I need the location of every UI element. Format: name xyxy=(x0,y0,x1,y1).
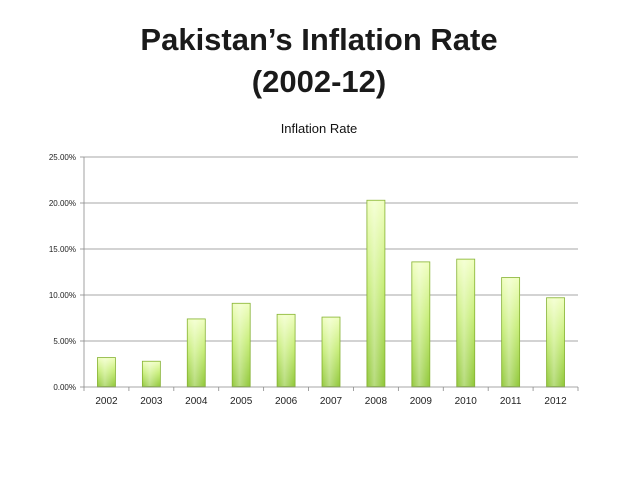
bar-highlight xyxy=(188,319,205,386)
bar-highlight xyxy=(98,358,115,386)
x-tick-label: 2008 xyxy=(365,396,388,407)
y-tick-label: 0.00% xyxy=(53,383,76,392)
bar-highlight xyxy=(367,201,384,386)
x-tick-label: 2010 xyxy=(455,396,478,407)
bar-highlight xyxy=(457,260,474,386)
y-tick-label: 15.00% xyxy=(49,245,76,254)
slide-title-line-1: Pakistan’s Inflation Rate xyxy=(140,22,498,57)
y-tick-label: 5.00% xyxy=(53,337,76,346)
x-tick-label: 2006 xyxy=(275,396,298,407)
slide-title-line-2: (2002-12) xyxy=(251,64,387,99)
y-tick-label: 25.00% xyxy=(49,153,76,162)
bar-highlight xyxy=(143,362,160,386)
bar-highlight xyxy=(502,278,519,386)
x-axis-ticks: 2002 2003 2004 2005 2006 2007 2008 2009 2010 2011… xyxy=(83,387,579,407)
x-tick-label: 2002 xyxy=(95,396,118,407)
y-tick-label: 20.00% xyxy=(49,199,76,208)
x-tick-label: 2007 xyxy=(320,396,343,407)
chart-title: Inflation Rate xyxy=(281,121,358,136)
x-tick-label: 2004 xyxy=(185,396,208,407)
x-tick-label: 2003 xyxy=(140,396,163,407)
bar-highlight xyxy=(323,318,339,386)
y-tick-label: 10.00% xyxy=(49,291,76,300)
x-tick-label: 2009 xyxy=(410,396,433,407)
bars xyxy=(97,199,565,388)
bar-highlight xyxy=(278,315,295,386)
x-tick-label: 2011 xyxy=(500,396,522,407)
x-tick-label: 2005 xyxy=(230,396,253,407)
bar-highlight xyxy=(547,298,564,386)
y-axis-ticks: 0.00% 5.00% 10.00% 15.00% 20.00% 25.00% xyxy=(49,153,84,392)
x-tick-label: 2012 xyxy=(544,396,567,407)
bar-highlight xyxy=(233,304,250,386)
bar-highlight xyxy=(412,262,429,386)
